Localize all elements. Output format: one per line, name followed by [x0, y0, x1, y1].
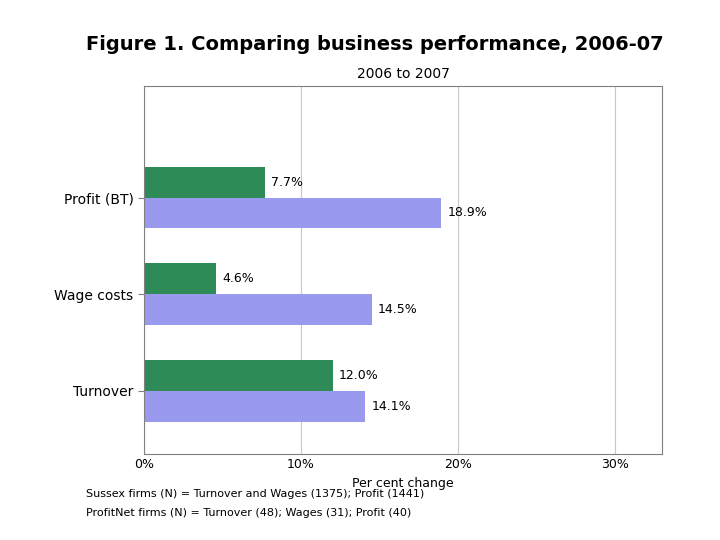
Bar — [144, 263, 216, 294]
Text: 7.7%: 7.7% — [271, 176, 303, 188]
Text: 18.9%: 18.9% — [447, 206, 487, 219]
Text: 12.0%: 12.0% — [339, 369, 379, 382]
Bar — [144, 391, 366, 422]
Bar — [144, 198, 441, 228]
Bar — [144, 167, 265, 198]
Bar — [144, 360, 333, 391]
Text: 14.1%: 14.1% — [372, 400, 411, 413]
Legend: Sussex firms, ProfitNet firms: Sussex firms, ProfitNet firms — [289, 537, 518, 540]
Text: ProfitNet firms (N) = Turnover (48); Wages (31); Profit (40): ProfitNet firms (N) = Turnover (48); Wag… — [86, 508, 412, 518]
Text: 14.5%: 14.5% — [378, 303, 418, 316]
Bar — [144, 294, 372, 325]
Title: 2006 to 2007: 2006 to 2007 — [357, 67, 449, 81]
Text: 4.6%: 4.6% — [222, 272, 254, 285]
Text: Sussex firms (N) = Turnover and Wages (1375); Profit (1441): Sussex firms (N) = Turnover and Wages (1… — [86, 489, 425, 499]
X-axis label: Per cent change: Per cent change — [352, 477, 454, 490]
Text: Figure 1. Comparing business performance, 2006-07: Figure 1. Comparing business performance… — [86, 35, 664, 54]
